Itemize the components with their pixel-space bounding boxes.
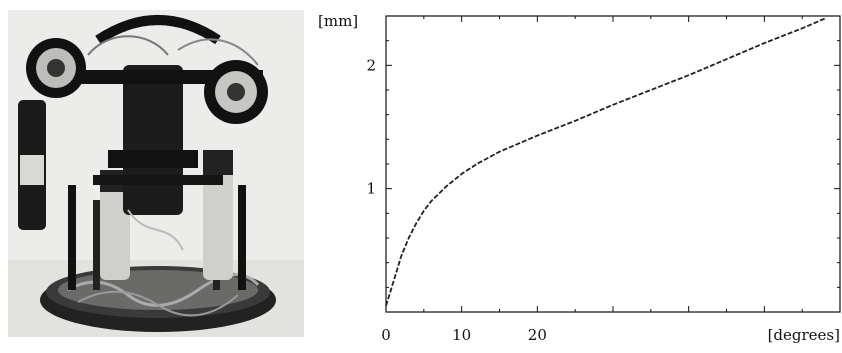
y-tick-label: 2 <box>366 56 376 74</box>
series-line <box>385 17 826 307</box>
x-tick-label: 20 <box>528 326 547 344</box>
chart-panel: 0 10 20 1 2 [mm] [degrees] <box>310 0 842 349</box>
x-axis-label: [degrees] <box>768 326 840 344</box>
robot-illustration <box>8 10 304 337</box>
x-tick-label: 0 <box>381 326 391 344</box>
robot-photo <box>8 10 304 337</box>
line-chart: 0 10 20 1 2 [mm] [degrees] <box>318 12 841 344</box>
plot-frame <box>385 15 841 313</box>
y-axis-label: [mm] <box>318 12 358 30</box>
x-tick-label: 10 <box>452 326 471 344</box>
y-tick-label: 1 <box>366 180 376 198</box>
